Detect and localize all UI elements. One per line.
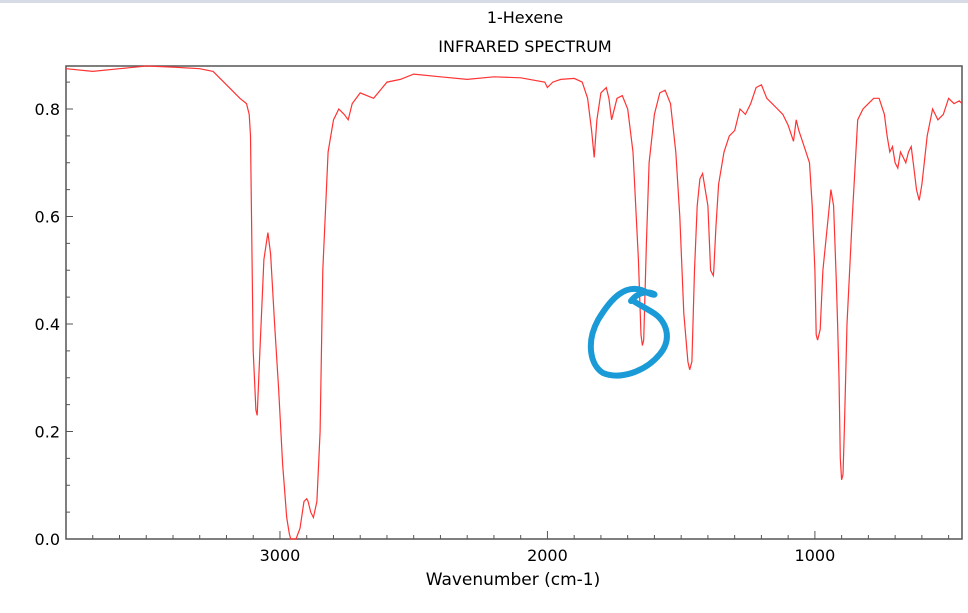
y-tick-label: 0.2 (35, 423, 60, 442)
plot-frame (65, 65, 963, 540)
y-tick-label: 0.0 (35, 530, 60, 549)
chart-subtitle: INFRARED SPECTRUM (438, 37, 612, 56)
window-top-strip (0, 0, 968, 3)
chart-title: 1-Hexene (486, 8, 564, 27)
y-tick-label: 0.6 (35, 208, 60, 227)
y-tick-label: 0.8 (35, 100, 60, 119)
x-axis-label: Wavenumber (cm-1) (425, 570, 601, 590)
x-tick-label: 3000 (260, 546, 301, 565)
y-tick-label: 0.4 (35, 315, 60, 334)
handwritten-annotation (587, 285, 670, 379)
x-tick-label: 1000 (795, 546, 836, 565)
spectrum-line (65, 65, 963, 540)
x-tick-label: 2000 (527, 546, 568, 565)
